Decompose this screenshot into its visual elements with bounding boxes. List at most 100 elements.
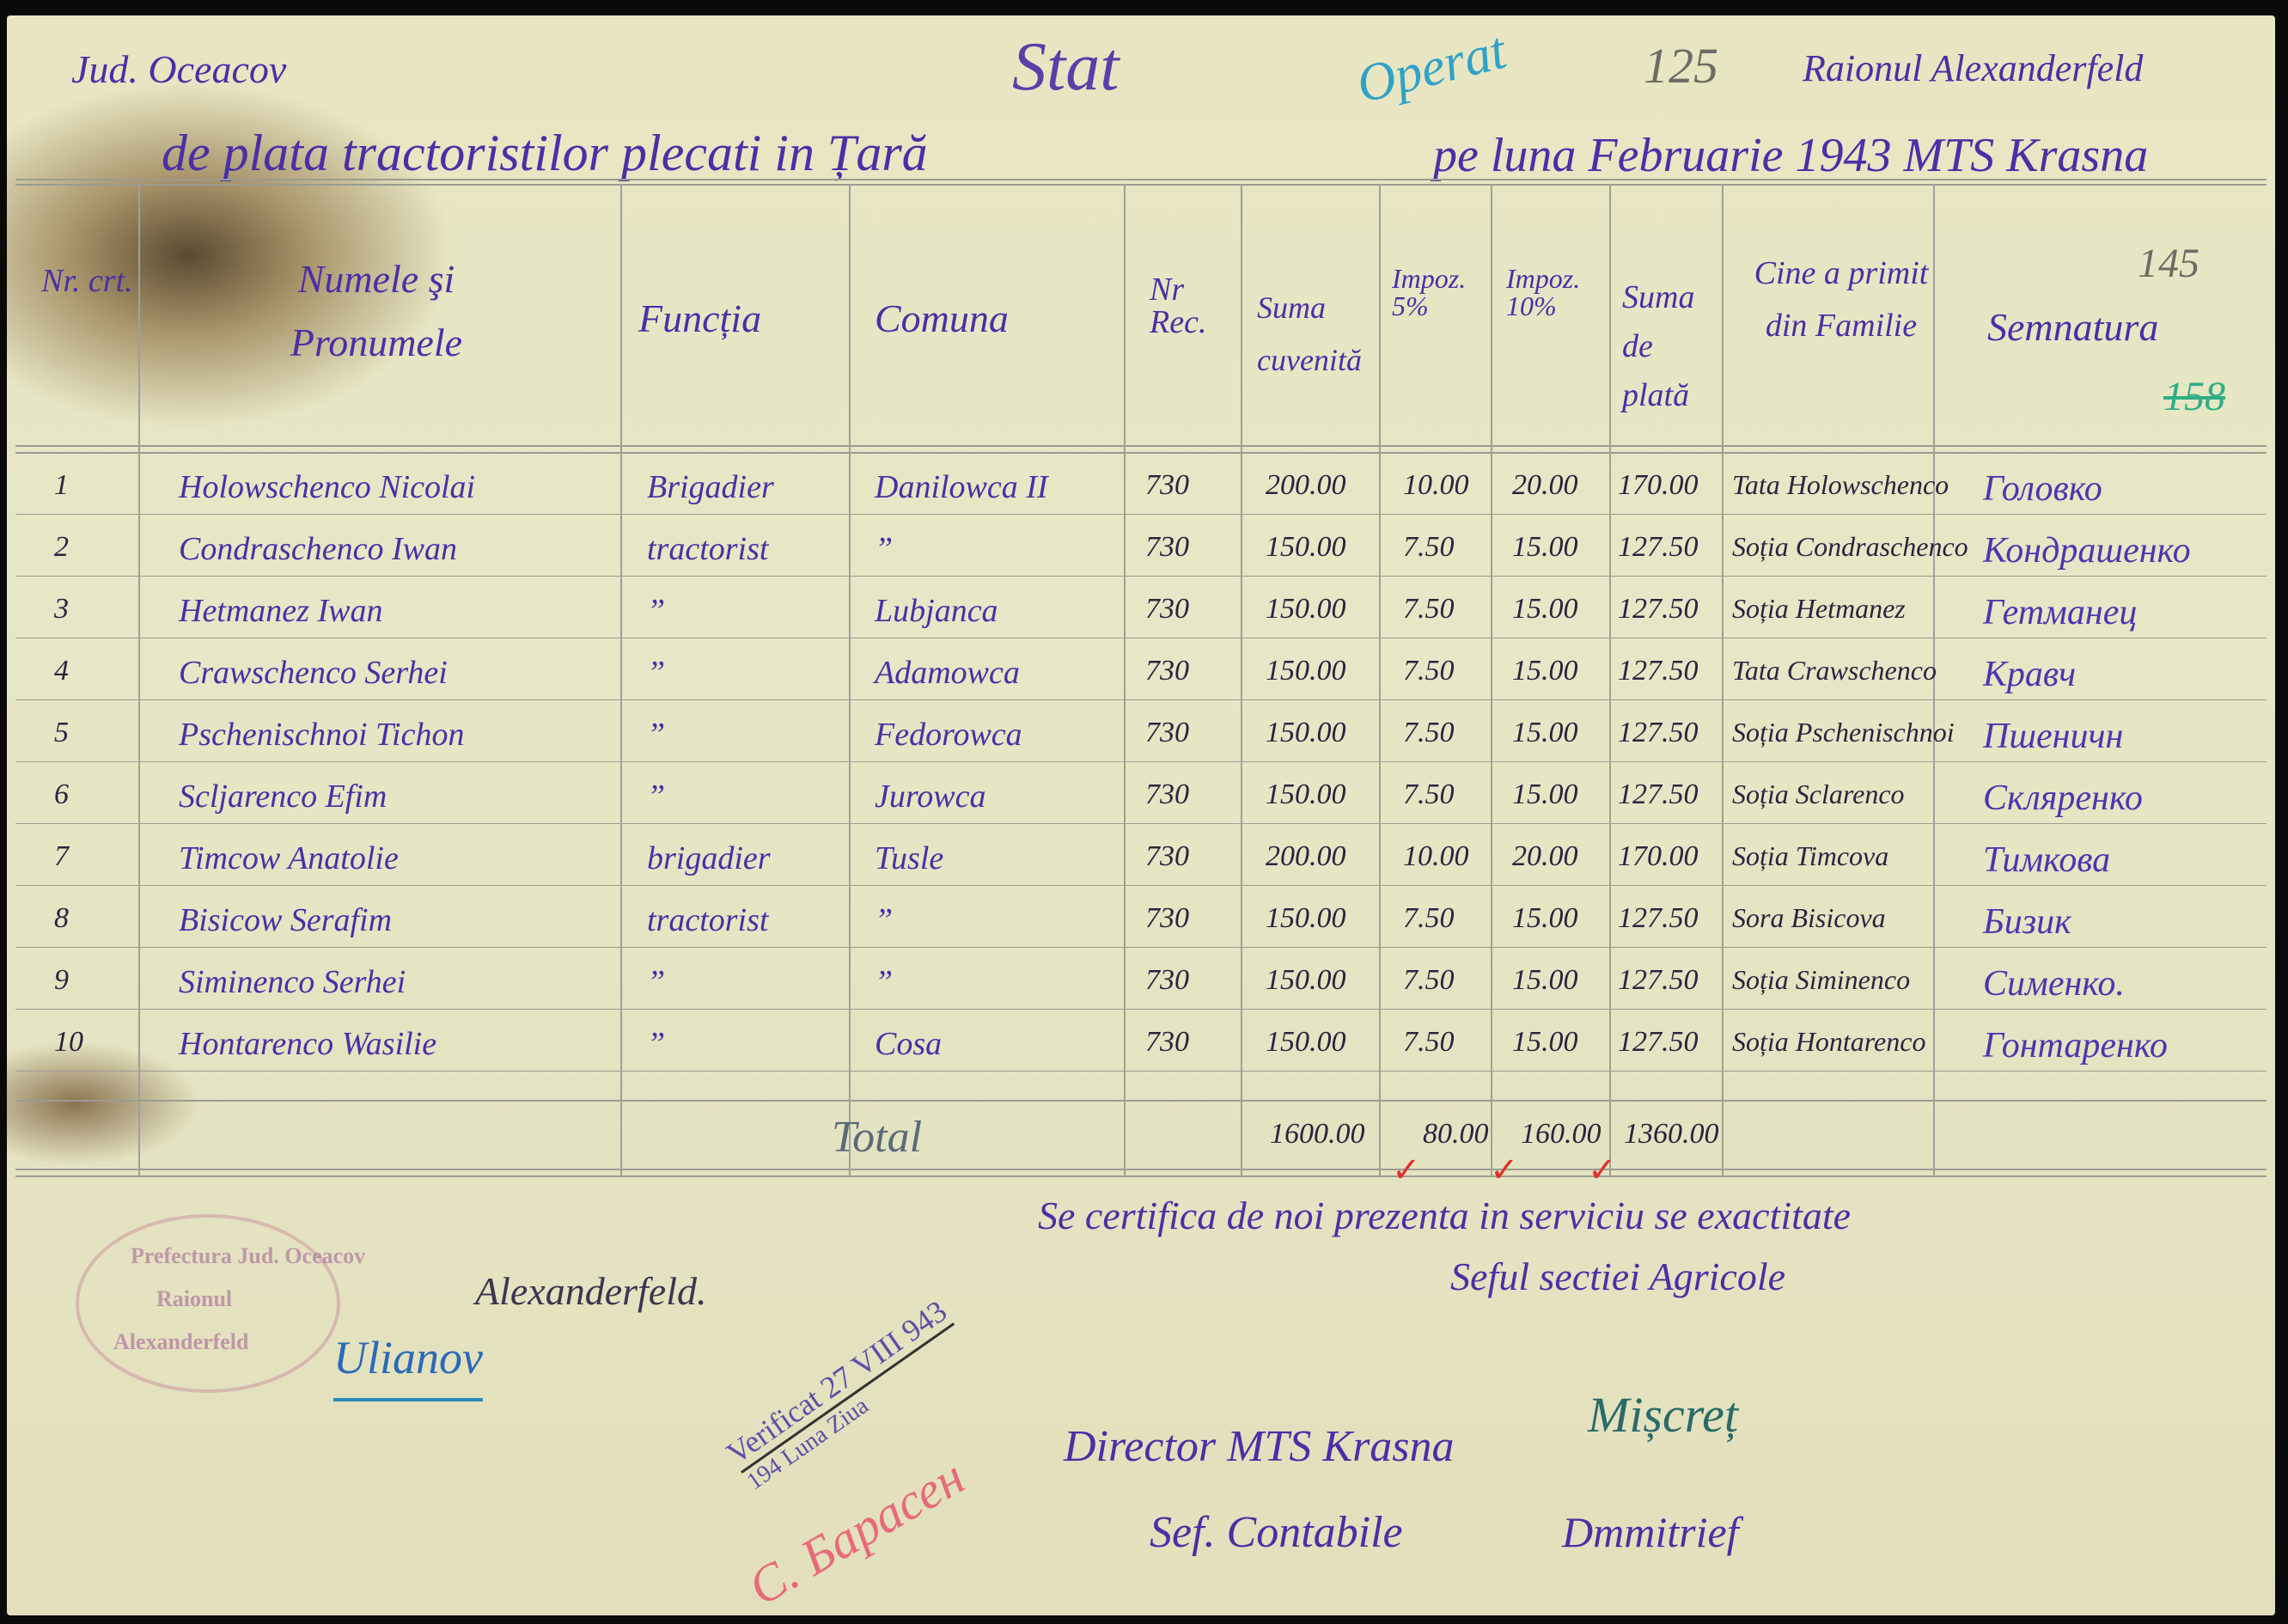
total-tax5: 80.00: [1423, 1118, 1489, 1150]
row-name: Crawschenco Serhei: [179, 655, 448, 691]
row-nr-rec: 730: [1145, 655, 1189, 687]
total-label: Total: [832, 1113, 923, 1162]
row-received-by: Tata Crawschenco: [1732, 655, 1937, 686]
row-number: 9: [54, 964, 69, 996]
row-name: Hontarenco Wasilie: [179, 1026, 437, 1062]
row-number: 8: [54, 902, 69, 934]
column-rule: [1609, 184, 1611, 1175]
row-signature: Гетманец: [1983, 593, 2138, 632]
col-header-received-by: Cine a primit din Familie: [1754, 255, 1929, 344]
row-nr-rec: 730: [1145, 469, 1189, 501]
row-nr-rec: 730: [1145, 964, 1189, 996]
row-sum-earned: 200.00: [1266, 840, 1346, 872]
row-tax5: 7.50: [1403, 531, 1455, 563]
row-nr-rec: 730: [1145, 840, 1189, 872]
row-rule: [15, 576, 2267, 577]
row-received-by: Soția Timcova: [1732, 840, 1889, 871]
row-number: 5: [54, 717, 69, 748]
column-rule: [849, 184, 851, 1175]
row-nr-rec: 730: [1145, 1026, 1189, 1058]
row-function: ”: [647, 717, 666, 753]
row-function: ”: [647, 964, 666, 1000]
row-sum-paid: 127.50: [1618, 717, 1699, 748]
row-signature: Скляренко: [1983, 778, 2143, 818]
document-page: Jud. Oceacov Stat Operat 125 Raionul Ale…: [7, 15, 2275, 1616]
row-name: Timcow Anatolie: [179, 840, 399, 876]
row-commune: Adamowca: [875, 655, 1020, 691]
document-title: Stat: [1012, 29, 1120, 105]
col-header-function: Funcția: [638, 296, 762, 340]
red-check-mark: ✓: [1588, 1151, 1617, 1189]
total-paid: 1360.00: [1624, 1118, 1719, 1150]
row-sum-earned: 150.00: [1266, 531, 1346, 563]
column-rule: [1379, 184, 1381, 1175]
signature-left: Ulianov: [333, 1334, 483, 1401]
pencil-number-right: 145: [2138, 241, 2200, 286]
row-name: Scljarenco Efim: [179, 778, 387, 815]
row-nr-rec: 730: [1145, 902, 1189, 934]
table-rule: [15, 179, 2267, 180]
table-rule: [15, 1169, 2267, 1170]
row-sum-paid: 127.50: [1618, 531, 1699, 563]
row-commune: Cosa: [875, 1026, 943, 1062]
row-received-by: Tata Holowschenco: [1732, 469, 1949, 500]
row-nr-rec: 730: [1145, 717, 1189, 748]
row-function: Brigadier: [647, 469, 774, 505]
stamp-line: Alexanderfeld: [113, 1329, 249, 1354]
row-received-by: Soția Hetmanez: [1732, 593, 1906, 624]
stamp-line: Raionul: [156, 1286, 233, 1311]
raion-label: Raionul Alexanderfeld: [1803, 47, 2144, 89]
row-received-by: Soția Siminenco: [1732, 964, 1911, 995]
row-number: 4: [54, 655, 69, 687]
row-received-by: Soția Condraschenco: [1732, 531, 1968, 562]
row-commune: Lubjanca: [875, 593, 998, 629]
row-function: tractorist: [647, 902, 769, 938]
row-nr-rec: 730: [1145, 531, 1189, 563]
row-function: tractorist: [647, 531, 769, 567]
row-rule: [15, 1009, 2267, 1010]
row-sum-paid: 170.00: [1618, 840, 1699, 872]
table-rule: [15, 184, 2267, 186]
row-commune: Danilowca II: [875, 469, 1048, 505]
row-tax10: 15.00: [1512, 778, 1578, 810]
row-tax10: 20.00: [1512, 840, 1578, 872]
row-number: 1: [54, 469, 69, 501]
column-rule: [1241, 184, 1242, 1175]
row-commune: ”: [875, 902, 894, 938]
pencil-number-top: 125: [1644, 38, 1718, 94]
table-rule: [15, 1100, 2267, 1102]
accountant-label: Sef. Contabile: [1150, 1508, 1403, 1557]
col-header-sum-paid: Suma de plată: [1622, 279, 1695, 413]
row-tax10: 15.00: [1512, 655, 1578, 687]
row-tax10: 15.00: [1512, 593, 1578, 625]
row-tax5: 7.50: [1403, 717, 1455, 748]
col-header-signature: Semnatura: [1987, 305, 2159, 349]
document-subtitle: de plata tractoristilor plecati in Țară: [162, 125, 928, 181]
row-signature: Бизик: [1983, 902, 2071, 942]
operat-stamp: Operat: [1351, 21, 1512, 115]
row-sum-paid: 127.50: [1618, 655, 1699, 687]
row-number: 2: [54, 531, 69, 563]
row-signature: Тимкова: [1983, 840, 2111, 880]
row-commune: Fedorowca: [875, 717, 1022, 753]
green-number: 158: [2163, 374, 2225, 419]
table-rule: [15, 1175, 2267, 1177]
column-rule: [138, 184, 140, 1175]
row-signature: Гонтаренко: [1983, 1026, 2168, 1065]
row-name: Condraschenco Iwan: [179, 531, 458, 567]
row-signature: Головко: [1983, 469, 2102, 509]
row-tax10: 15.00: [1512, 717, 1578, 748]
total-tax10: 160.00: [1521, 1118, 1602, 1150]
row-function: ”: [647, 778, 666, 815]
row-rule: [15, 514, 2267, 515]
column-rule: [620, 184, 622, 1175]
row-signature: Сименко.: [1983, 964, 2125, 1004]
row-rule: [15, 947, 2267, 948]
row-commune: ”: [875, 964, 894, 1000]
row-function: ”: [647, 1026, 666, 1062]
row-tax5: 10.00: [1403, 469, 1469, 501]
row-function: brigadier: [647, 840, 771, 876]
table-rule: [15, 452, 2267, 454]
red-check-mark: ✓: [1490, 1151, 1519, 1189]
row-name: Siminenco Serhei: [179, 964, 406, 1000]
